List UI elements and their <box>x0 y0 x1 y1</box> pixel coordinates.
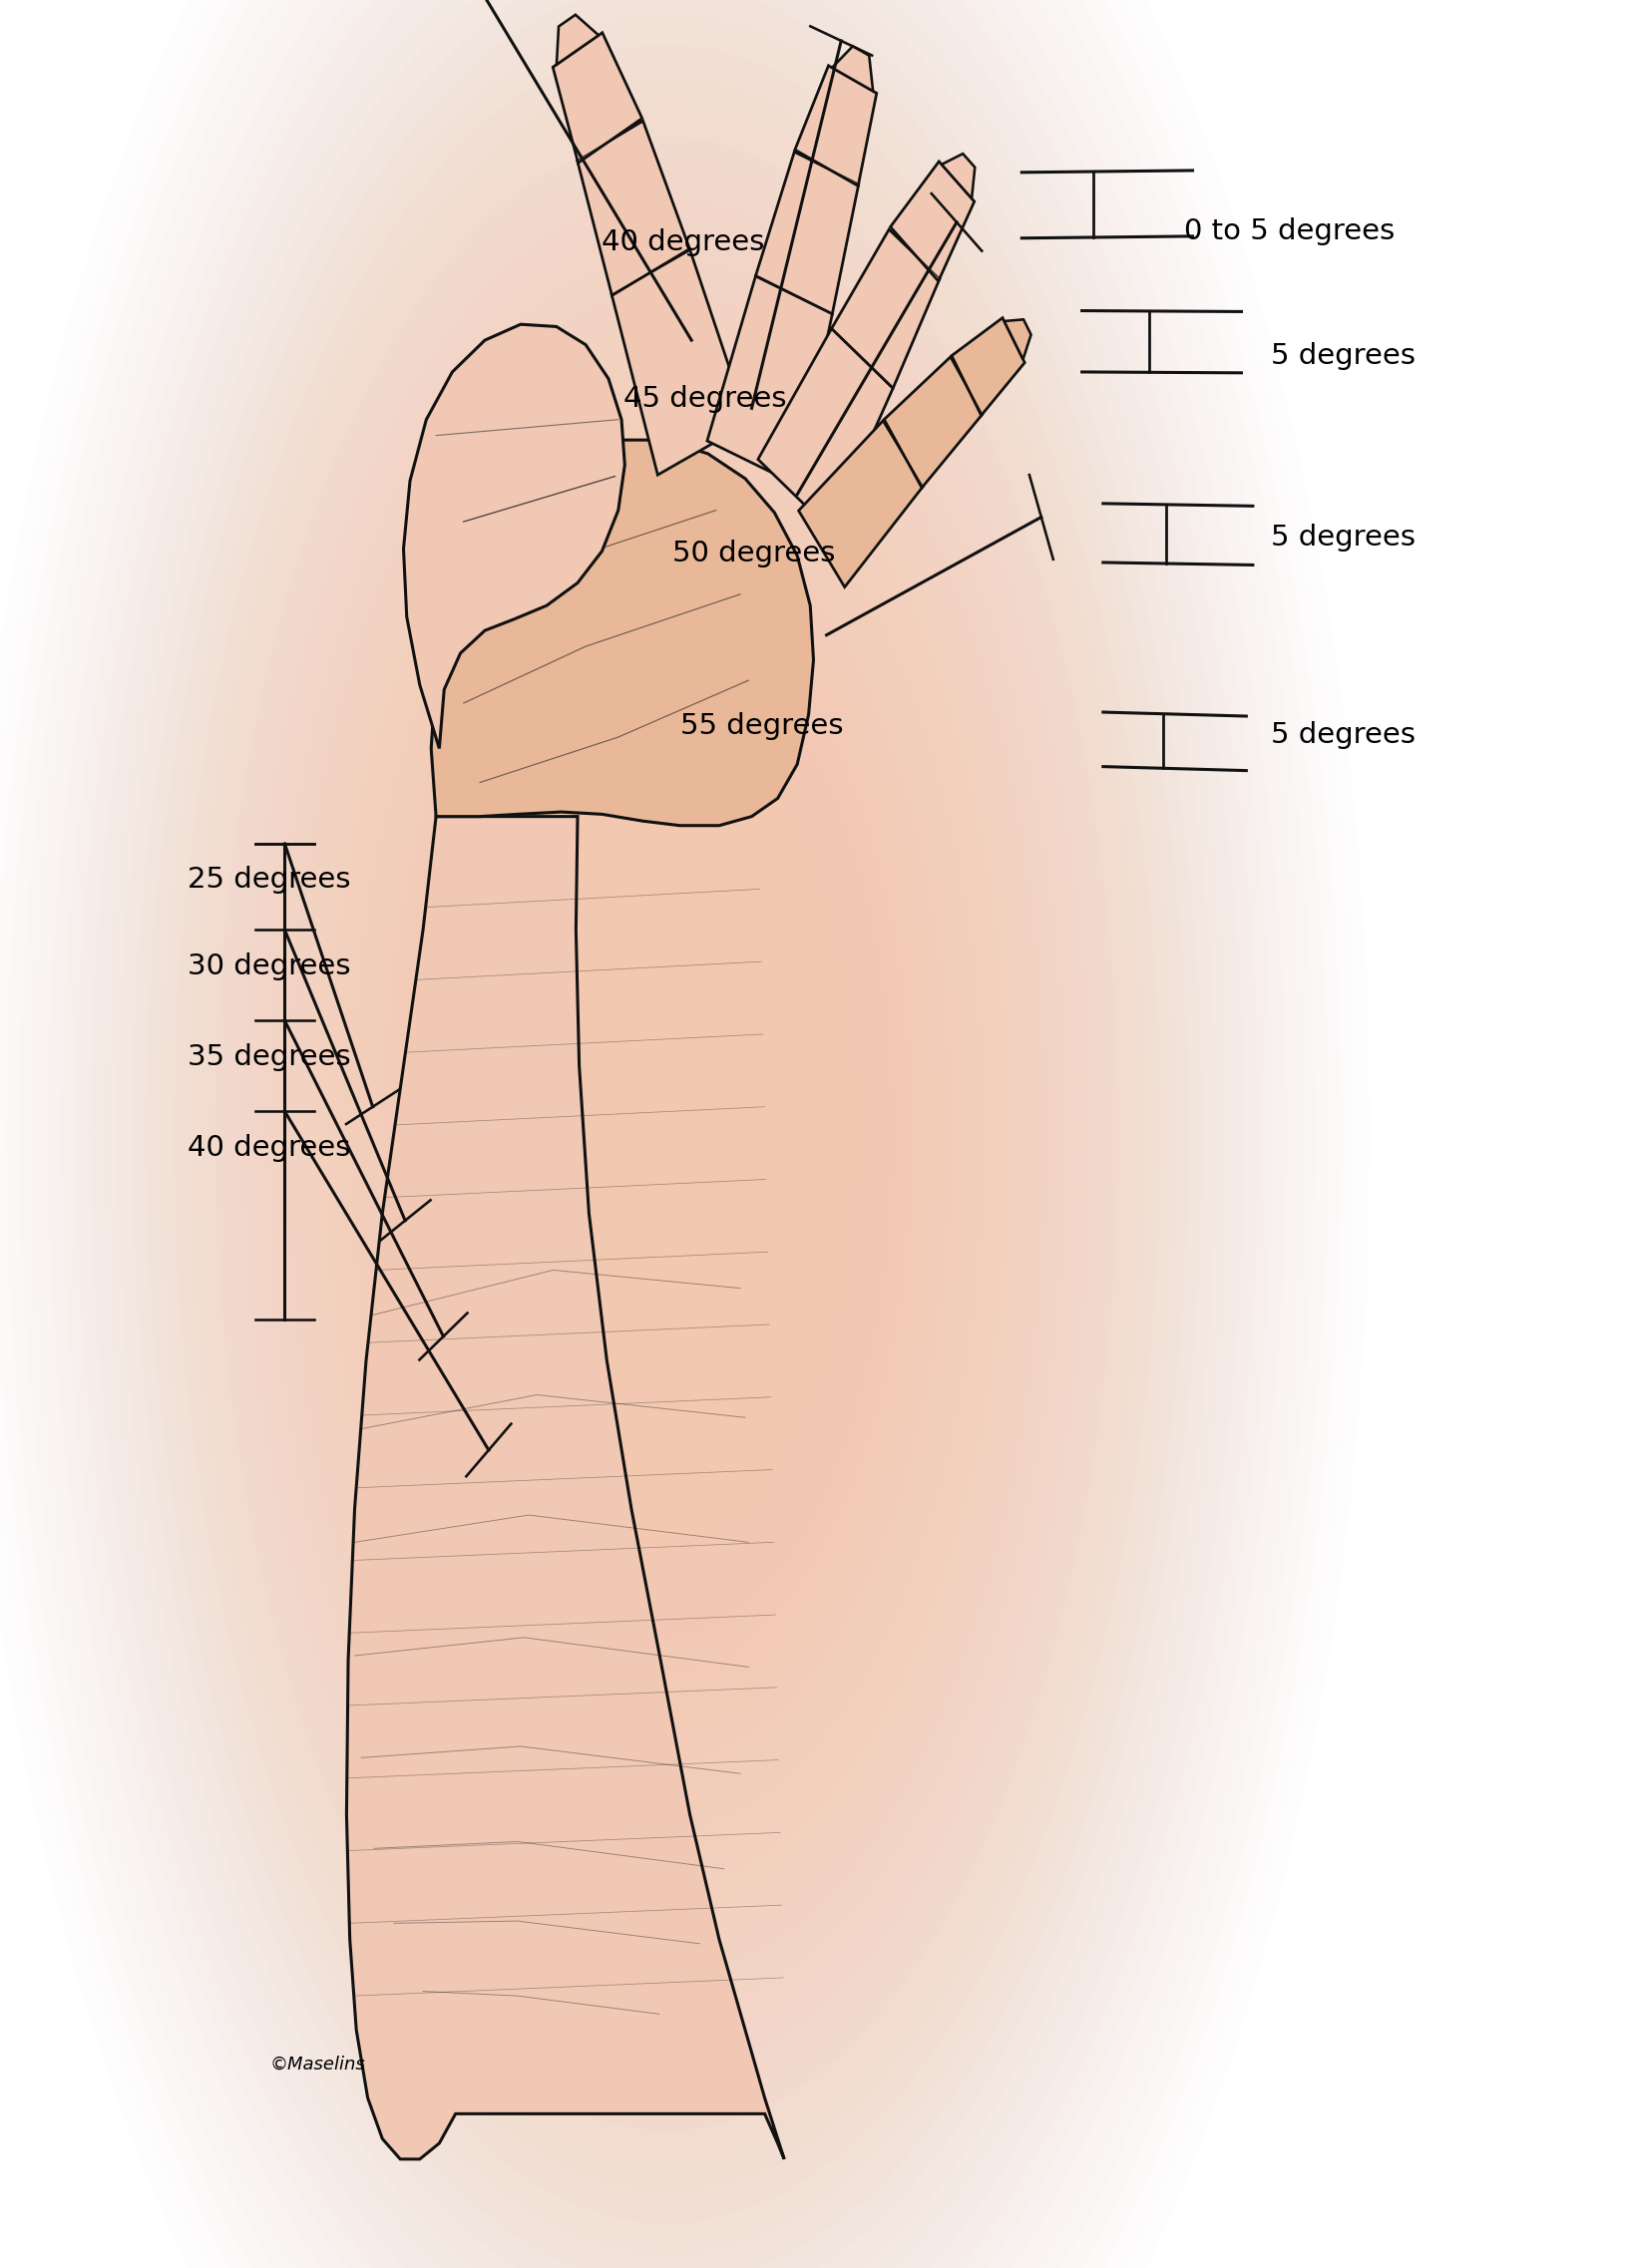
Ellipse shape <box>577 937 756 1331</box>
Polygon shape <box>831 45 873 91</box>
Polygon shape <box>754 152 859 313</box>
Ellipse shape <box>522 814 811 1454</box>
Ellipse shape <box>174 45 1159 2223</box>
Ellipse shape <box>382 506 951 1762</box>
Ellipse shape <box>257 229 1076 2039</box>
Ellipse shape <box>229 168 1104 2100</box>
Ellipse shape <box>369 476 964 1792</box>
Ellipse shape <box>592 968 741 1300</box>
Ellipse shape <box>327 383 1006 1885</box>
Ellipse shape <box>215 136 1119 2132</box>
Polygon shape <box>883 356 982 488</box>
Polygon shape <box>758 329 893 528</box>
Text: 5 degrees: 5 degrees <box>1270 721 1415 748</box>
Ellipse shape <box>620 1030 714 1238</box>
Text: 5 degrees: 5 degrees <box>1270 524 1415 551</box>
Text: 25 degrees: 25 degrees <box>187 866 350 894</box>
Text: ©Maselins: ©Maselins <box>270 2055 364 2073</box>
Ellipse shape <box>202 107 1132 2161</box>
Ellipse shape <box>145 0 1189 2268</box>
Polygon shape <box>951 318 1024 415</box>
Ellipse shape <box>285 290 1049 1978</box>
Ellipse shape <box>312 352 1021 1916</box>
Ellipse shape <box>410 567 924 1701</box>
Polygon shape <box>889 161 974 281</box>
Ellipse shape <box>647 1091 686 1177</box>
Ellipse shape <box>159 14 1174 2254</box>
Ellipse shape <box>242 197 1091 2071</box>
Text: 45 degrees: 45 degrees <box>623 386 785 413</box>
Polygon shape <box>795 66 876 186</box>
Ellipse shape <box>494 753 839 1515</box>
Ellipse shape <box>397 538 937 1730</box>
Ellipse shape <box>272 261 1062 2007</box>
Polygon shape <box>553 32 642 163</box>
Polygon shape <box>1003 320 1031 358</box>
Polygon shape <box>431 440 813 826</box>
Ellipse shape <box>550 875 784 1393</box>
Ellipse shape <box>535 844 798 1424</box>
Polygon shape <box>798 420 922 587</box>
Ellipse shape <box>452 660 881 1608</box>
Ellipse shape <box>467 692 867 1576</box>
Text: 35 degrees: 35 degrees <box>187 1043 350 1070</box>
Text: 40 degrees: 40 degrees <box>602 229 764 256</box>
Text: 55 degrees: 55 degrees <box>680 712 842 739</box>
Polygon shape <box>577 120 689 295</box>
Polygon shape <box>941 154 974 200</box>
Ellipse shape <box>480 721 854 1547</box>
Text: 0 to 5 degrees: 0 to 5 degrees <box>1184 218 1395 245</box>
Ellipse shape <box>605 998 728 1270</box>
Text: 40 degrees: 40 degrees <box>187 1134 350 1161</box>
Ellipse shape <box>340 413 993 1855</box>
Ellipse shape <box>437 628 896 1640</box>
Polygon shape <box>707 277 833 485</box>
Ellipse shape <box>424 599 909 1669</box>
Ellipse shape <box>564 907 769 1361</box>
Ellipse shape <box>633 1059 701 1209</box>
Polygon shape <box>346 816 784 2159</box>
Text: 5 degrees: 5 degrees <box>1270 342 1415 370</box>
Ellipse shape <box>299 322 1034 1946</box>
Text: 50 degrees: 50 degrees <box>672 540 834 567</box>
Polygon shape <box>403 324 624 748</box>
Ellipse shape <box>187 75 1146 2193</box>
Polygon shape <box>611 249 748 474</box>
Polygon shape <box>831 229 940 388</box>
Polygon shape <box>556 14 598 64</box>
Ellipse shape <box>507 782 826 1486</box>
Ellipse shape <box>354 445 979 1823</box>
Text: 30 degrees: 30 degrees <box>187 953 350 980</box>
